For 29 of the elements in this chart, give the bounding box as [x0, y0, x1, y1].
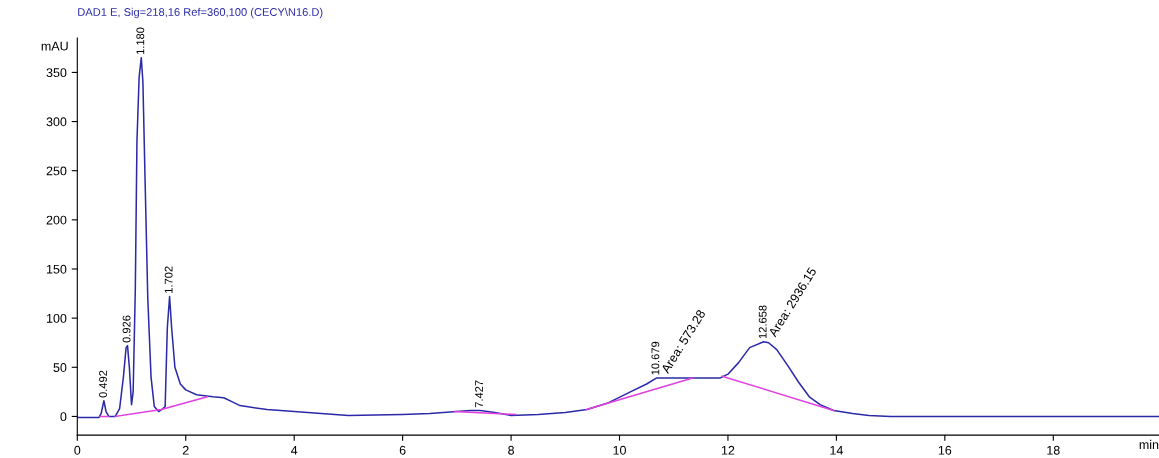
x-tick-label: 12	[721, 445, 735, 455]
annotation: 0.926	[122, 315, 131, 343]
chart-title: DAD1 E, Sig=218,16 Ref=360,100 (CECY\N16.D)	[78, 7, 323, 19]
y-tick-label: 350	[46, 68, 67, 78]
y-tick-label: 100	[46, 313, 67, 323]
annotation: 12.658	[758, 305, 767, 339]
x-tick-label: 4	[291, 445, 298, 455]
y-axis-title: mAU	[41, 41, 68, 51]
y-tick-label: 300	[46, 117, 67, 127]
y-tick-label: 50	[53, 363, 67, 372]
x-tick-label: 8	[508, 445, 514, 455]
annotation: 1.702	[164, 266, 173, 293]
line-series	[77, 56, 1159, 419]
annotation: 7.427	[475, 380, 483, 408]
y-tick-label: 0	[60, 412, 67, 422]
annotation: 1.180	[136, 27, 145, 55]
x-tick-label: 16	[938, 445, 952, 455]
y-tick-label: 150	[46, 264, 67, 274]
annotation: 0.492	[99, 370, 107, 398]
annotation: 10.679	[651, 341, 660, 375]
x-tick-label: 14	[830, 445, 843, 455]
x-tick-label: 10	[613, 445, 626, 455]
y-tick-label: 200	[46, 215, 67, 225]
y-tick-label: 250	[46, 166, 67, 176]
x-tick-label: 0	[74, 445, 81, 455]
x-tick-label: 2	[182, 445, 189, 455]
x-axis-title: min	[1139, 439, 1159, 449]
x-tick-label: 18	[1047, 445, 1060, 455]
x-tick-label: 6	[399, 445, 406, 455]
